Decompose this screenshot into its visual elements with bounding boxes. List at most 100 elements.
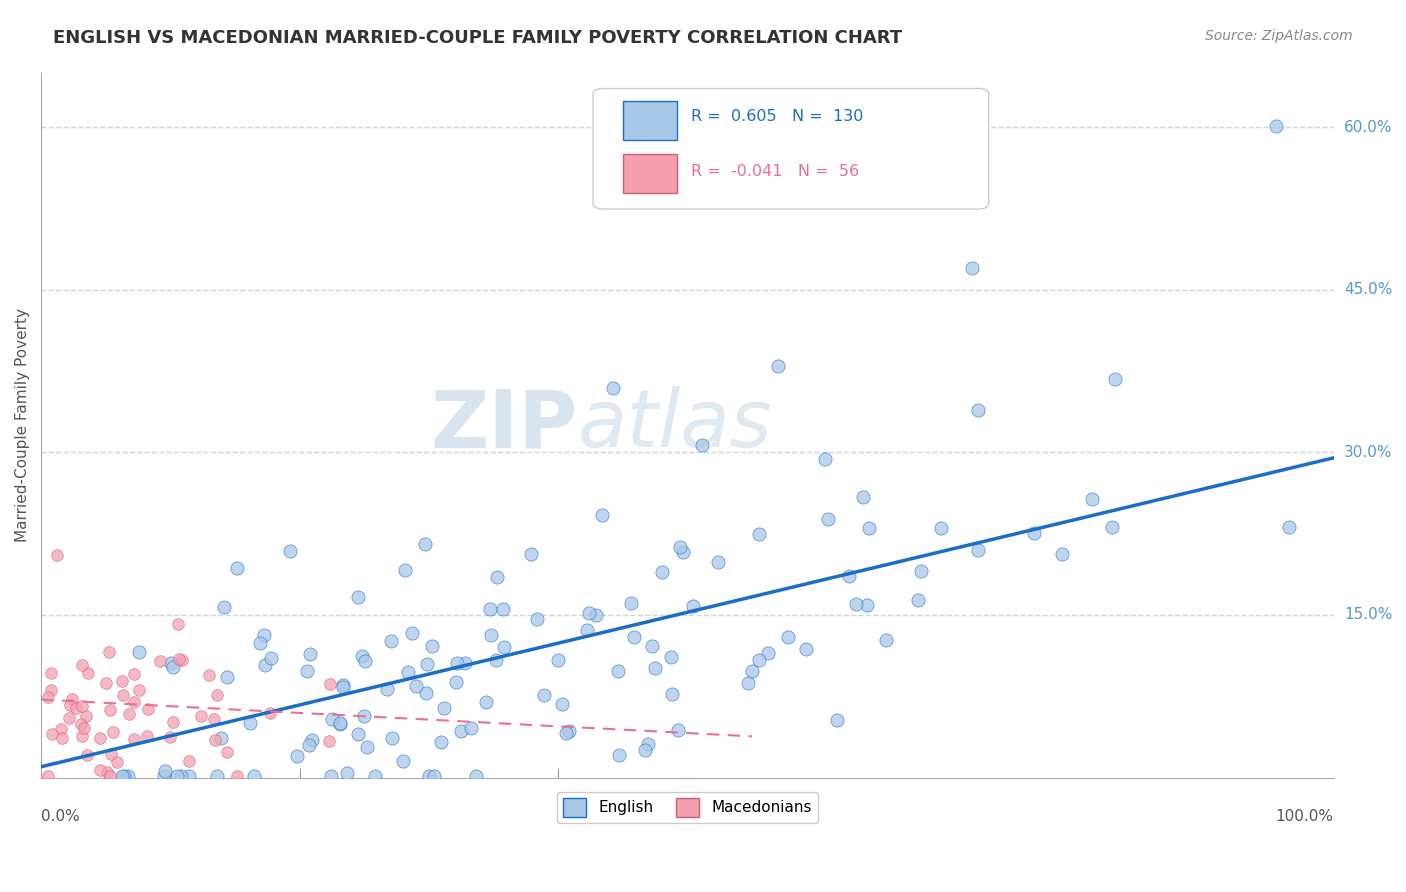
Point xyxy=(215,670,238,684)
Point xyxy=(336,765,359,780)
Point xyxy=(110,674,132,689)
Legend: English, Macedonians: English, Macedonians xyxy=(557,792,818,822)
Point xyxy=(97,645,120,659)
Point xyxy=(547,653,569,667)
Point xyxy=(179,754,201,768)
Point xyxy=(101,725,124,739)
Point xyxy=(363,770,385,784)
Point xyxy=(634,742,657,756)
Point xyxy=(492,640,515,654)
Point xyxy=(672,545,695,559)
Point xyxy=(94,676,117,690)
Point xyxy=(278,544,301,558)
Point xyxy=(623,630,645,644)
Point xyxy=(172,653,194,667)
Point xyxy=(260,651,283,665)
Point xyxy=(353,709,375,723)
Point xyxy=(620,596,643,610)
Point xyxy=(204,712,226,726)
Point xyxy=(380,633,402,648)
Point xyxy=(607,748,630,763)
Point xyxy=(117,770,139,784)
Point xyxy=(242,770,264,784)
Point xyxy=(285,749,308,764)
Point xyxy=(554,725,576,739)
Text: 30.0%: 30.0% xyxy=(1344,445,1392,460)
Point xyxy=(423,770,446,784)
Point xyxy=(49,722,72,736)
FancyBboxPatch shape xyxy=(623,154,678,193)
Text: R =  0.605   N =  130: R = 0.605 N = 130 xyxy=(692,109,863,124)
Point xyxy=(766,359,789,373)
Point xyxy=(741,664,763,678)
Point xyxy=(77,666,100,681)
Point xyxy=(39,666,62,681)
Point xyxy=(1022,526,1045,541)
Point xyxy=(401,625,423,640)
Text: 60.0%: 60.0% xyxy=(1344,120,1392,135)
Point xyxy=(149,654,172,668)
Point xyxy=(225,769,247,783)
Point xyxy=(707,555,730,569)
Point xyxy=(75,708,97,723)
Point xyxy=(817,511,839,525)
Point xyxy=(105,755,128,769)
Point xyxy=(124,732,146,747)
Point xyxy=(198,668,221,682)
Point xyxy=(65,701,87,715)
Point xyxy=(253,628,276,642)
Point xyxy=(98,703,121,717)
Text: R =  -0.041   N =  56: R = -0.041 N = 56 xyxy=(692,164,859,179)
Point xyxy=(858,521,880,535)
Point xyxy=(748,527,770,541)
Point xyxy=(70,717,93,731)
Point xyxy=(329,716,352,731)
Point xyxy=(405,679,427,693)
Point xyxy=(661,687,683,701)
Point xyxy=(644,661,666,675)
Point xyxy=(444,674,467,689)
Point xyxy=(37,690,59,704)
Point xyxy=(418,770,440,784)
Point xyxy=(111,770,134,784)
Point xyxy=(778,630,800,644)
Point xyxy=(910,564,932,578)
Point xyxy=(253,657,276,672)
Point xyxy=(318,734,340,748)
Point xyxy=(89,731,111,746)
Point xyxy=(1278,520,1301,534)
Point xyxy=(433,701,456,715)
Point xyxy=(124,695,146,709)
Point xyxy=(259,706,281,720)
Point xyxy=(153,770,176,784)
Point xyxy=(479,628,502,642)
Point xyxy=(478,602,501,616)
Point xyxy=(89,763,111,777)
Point xyxy=(392,754,415,768)
Point xyxy=(298,738,321,752)
Point xyxy=(550,697,572,711)
Point xyxy=(160,656,183,670)
Point xyxy=(321,712,343,726)
Point xyxy=(167,652,190,666)
Point xyxy=(1104,372,1126,386)
Point xyxy=(159,730,181,744)
Point xyxy=(73,722,96,736)
Point xyxy=(907,593,929,607)
Point xyxy=(76,747,98,762)
Point xyxy=(668,540,690,554)
Point xyxy=(533,688,555,702)
Point xyxy=(162,659,184,673)
Point xyxy=(332,681,354,695)
Point xyxy=(112,770,135,784)
Text: ENGLISH VS MACEDONIAN MARRIED-COUPLE FAMILY POVERTY CORRELATION CHART: ENGLISH VS MACEDONIAN MARRIED-COUPLE FAM… xyxy=(53,29,903,46)
Point xyxy=(226,560,249,574)
Point xyxy=(37,770,59,784)
Point xyxy=(45,549,67,563)
Point xyxy=(637,737,659,751)
Point xyxy=(485,653,508,667)
Point xyxy=(212,600,235,615)
Point xyxy=(578,607,600,621)
Point xyxy=(136,702,159,716)
Point xyxy=(128,645,150,659)
